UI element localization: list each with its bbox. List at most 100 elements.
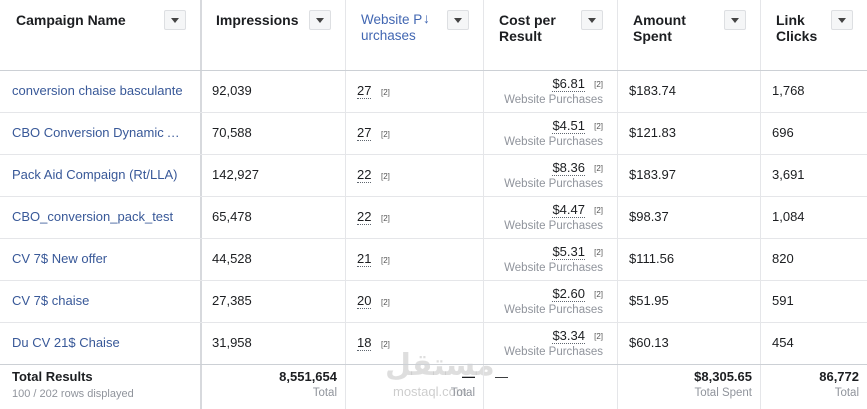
column-menu[interactable] bbox=[447, 10, 469, 30]
impressions: 70,588 bbox=[212, 125, 252, 140]
cost-note: [2] bbox=[594, 290, 603, 299]
purchases: 27 bbox=[357, 125, 372, 141]
impressions: 27,385 bbox=[212, 293, 252, 308]
campaign-name[interactable]: Du CV 21$ Chaise bbox=[12, 335, 120, 350]
purchases: 22 bbox=[357, 209, 372, 225]
campaign-name[interactable]: conversion chaise basculante bbox=[12, 83, 183, 98]
cost-note: [2] bbox=[594, 332, 603, 341]
column-header[interactable]: Link Clicks bbox=[776, 12, 818, 44]
amount-spent: $111.56 bbox=[629, 251, 675, 266]
row-border bbox=[0, 196, 867, 197]
column-header[interactable]: Amount Spent bbox=[633, 12, 686, 44]
purchases-note: [2] bbox=[381, 130, 390, 139]
impressions: 65,478 bbox=[212, 209, 252, 224]
link-clicks: 454 bbox=[772, 335, 794, 350]
purchases: 18 bbox=[357, 335, 372, 351]
link-clicks: 820 bbox=[772, 251, 794, 266]
purchases-note: [2] bbox=[381, 256, 390, 265]
total-impressions-label: Total bbox=[312, 387, 337, 399]
row-border bbox=[0, 238, 867, 239]
purchases-note: [2] bbox=[381, 340, 390, 349]
watermark-site: mostaql.com bbox=[393, 384, 467, 399]
column-header[interactable]: Impressions bbox=[216, 12, 299, 28]
link-clicks: 1,768 bbox=[772, 83, 805, 98]
amount-spent: $98.37 bbox=[629, 209, 669, 224]
total-impressions: 8,551,654 bbox=[279, 369, 337, 384]
column-menu[interactable] bbox=[831, 10, 853, 30]
link-clicks: 3,691 bbox=[772, 167, 805, 182]
column-header[interactable]: Website Purchases bbox=[361, 12, 423, 43]
row-border bbox=[0, 154, 867, 155]
cost-sub: Website Purchases bbox=[504, 304, 603, 316]
total-spent-label: Total Spent bbox=[694, 387, 752, 399]
cost-sub: Website Purchases bbox=[504, 262, 603, 274]
column-divider bbox=[345, 0, 346, 409]
footer-title: Total Results bbox=[12, 369, 93, 384]
cost: $4.47 bbox=[552, 202, 585, 218]
sort-arrow: ↓ bbox=[423, 10, 430, 26]
cost: $4.51 bbox=[552, 118, 585, 134]
cost: $6.81 bbox=[552, 76, 585, 92]
column-divider bbox=[483, 0, 484, 409]
total-clicks-label: Total bbox=[834, 387, 859, 399]
column-menu[interactable] bbox=[581, 10, 603, 30]
amount-spent: $121.83 bbox=[629, 125, 676, 140]
total-spent: $8,305.65 bbox=[694, 369, 752, 384]
column-header[interactable]: Cost per Result bbox=[499, 12, 556, 44]
cost-sub: Website Purchases bbox=[504, 346, 603, 358]
purchases-note: [2] bbox=[381, 88, 390, 97]
column-divider bbox=[760, 0, 761, 409]
purchases: 22 bbox=[357, 167, 372, 183]
total-clicks: 86,772 bbox=[819, 369, 859, 384]
link-clicks: 696 bbox=[772, 125, 794, 140]
total-purchases: — bbox=[462, 369, 475, 384]
campaign-name[interactable]: CBO Conversion Dynamic Ads bbox=[12, 125, 184, 140]
link-clicks: 1,084 bbox=[772, 209, 805, 224]
purchases-note: [2] bbox=[381, 172, 390, 181]
cost-sub: Website Purchases bbox=[504, 136, 603, 148]
purchases: 27 bbox=[357, 83, 372, 99]
column-menu[interactable] bbox=[309, 10, 331, 30]
watermark-logo: مستقل bbox=[385, 349, 495, 382]
campaign-name[interactable]: CV 7$ New offer bbox=[12, 251, 108, 266]
impressions: 31,958 bbox=[212, 335, 252, 350]
amount-spent: $60.13 bbox=[629, 335, 669, 350]
total-purchases-label: Total bbox=[450, 387, 475, 399]
header-bg bbox=[0, 0, 867, 70]
campaign-name[interactable]: Pack Aid Compaign (Rt/LLA) bbox=[12, 167, 178, 182]
cost: $2.60 bbox=[552, 286, 585, 302]
column-divider bbox=[617, 0, 618, 409]
impressions: 142,927 bbox=[212, 167, 259, 182]
cost-note: [2] bbox=[594, 164, 603, 173]
cost-note: [2] bbox=[594, 80, 603, 89]
purchases-note: [2] bbox=[381, 298, 390, 307]
campaign-name[interactable]: CV 7$ chaise bbox=[12, 293, 90, 308]
impressions: 92,039 bbox=[212, 83, 252, 98]
cost-sub: Website Purchases bbox=[504, 94, 603, 106]
total-cost: — bbox=[495, 369, 508, 384]
purchases: 20 bbox=[357, 293, 372, 309]
footer-border bbox=[0, 364, 867, 365]
impressions: 44,528 bbox=[212, 251, 252, 266]
amount-spent: $183.74 bbox=[629, 83, 676, 98]
column-menu[interactable] bbox=[164, 10, 186, 30]
cost-sub: Website Purchases bbox=[504, 220, 603, 232]
cost: $3.34 bbox=[552, 328, 585, 344]
amount-spent: $183.97 bbox=[629, 167, 676, 182]
cost: $8.36 bbox=[552, 160, 585, 176]
link-clicks: 591 bbox=[772, 293, 794, 308]
row-border bbox=[0, 322, 867, 323]
cost-note: [2] bbox=[594, 248, 603, 257]
row-border bbox=[0, 112, 867, 113]
campaign-name[interactable]: CBO_conversion_pack_test bbox=[12, 209, 174, 224]
column-divider bbox=[200, 0, 202, 409]
cost-note: [2] bbox=[594, 122, 603, 131]
purchases: 21 bbox=[357, 251, 372, 267]
column-menu[interactable] bbox=[724, 10, 746, 30]
cost-note: [2] bbox=[594, 206, 603, 215]
amount-spent: $51.95 bbox=[629, 293, 669, 308]
cost: $5.31 bbox=[552, 244, 585, 260]
purchases-note: [2] bbox=[381, 214, 390, 223]
column-header[interactable]: Campaign Name bbox=[16, 12, 126, 28]
